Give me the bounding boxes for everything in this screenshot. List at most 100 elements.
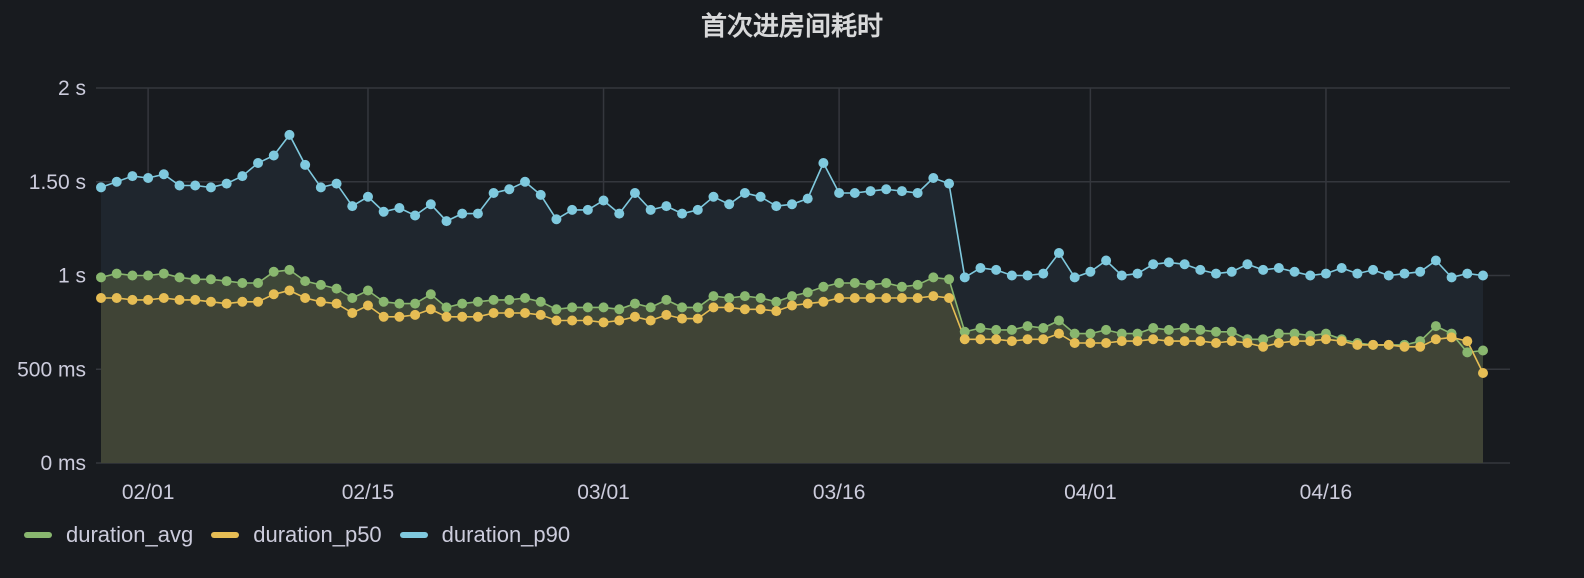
legend-item-p90[interactable]: duration_p90 bbox=[399, 522, 571, 548]
point-duration_avg bbox=[174, 272, 185, 283]
point-duration_p90 bbox=[724, 199, 735, 210]
point-duration_p90 bbox=[394, 203, 405, 213]
point-duration_p90 bbox=[582, 204, 593, 215]
point-duration_avg bbox=[410, 298, 421, 309]
point-duration_p50 bbox=[1195, 336, 1206, 347]
point-duration_avg bbox=[488, 294, 499, 305]
point-duration_p90 bbox=[378, 206, 389, 217]
point-duration_avg bbox=[692, 302, 703, 313]
point-duration_avg bbox=[1430, 321, 1441, 332]
point-duration_p90 bbox=[1352, 268, 1363, 279]
y-tick-label: 2 s bbox=[58, 77, 86, 100]
point-duration_p90 bbox=[300, 159, 311, 170]
point-duration_p90 bbox=[645, 204, 656, 215]
point-duration_p90 bbox=[284, 129, 295, 140]
point-duration_p50 bbox=[535, 309, 546, 320]
point-duration_p50 bbox=[158, 293, 169, 303]
point-duration_p50 bbox=[1085, 338, 1096, 348]
point-duration_p90 bbox=[849, 188, 860, 198]
point-duration_avg bbox=[221, 276, 232, 287]
point-duration_avg bbox=[1195, 324, 1206, 335]
point-duration_p90 bbox=[1446, 272, 1457, 283]
y-tick-label: 500 ms bbox=[17, 358, 86, 381]
point-duration_p90 bbox=[488, 188, 499, 198]
point-duration_avg bbox=[1148, 323, 1159, 333]
point-duration_avg bbox=[896, 281, 907, 292]
point-duration_p50 bbox=[582, 315, 593, 326]
point-duration_avg bbox=[158, 268, 169, 279]
point-duration_p50 bbox=[865, 293, 876, 303]
point-duration_p50 bbox=[849, 293, 860, 303]
point-duration_avg bbox=[1226, 326, 1237, 337]
point-duration_avg bbox=[944, 274, 955, 285]
legend-item-p50[interactable]: duration_p50 bbox=[211, 522, 382, 548]
point-duration_p90 bbox=[1163, 257, 1174, 268]
legend-label-p90: duration_p90 bbox=[441, 522, 571, 547]
point-duration_p90 bbox=[1368, 264, 1379, 275]
point-duration_p90 bbox=[1430, 255, 1441, 266]
point-duration_p50 bbox=[1069, 338, 1080, 348]
legend-item-avg[interactable]: duration_avg bbox=[24, 522, 193, 548]
chart-legend: duration_avg duration_p50 duration_p90 bbox=[24, 522, 570, 548]
point-duration_avg bbox=[881, 278, 892, 288]
point-duration_p50 bbox=[708, 302, 719, 313]
point-duration_p50 bbox=[802, 298, 813, 309]
point-duration_p90 bbox=[1006, 270, 1017, 281]
point-duration_p90 bbox=[504, 184, 515, 195]
point-duration_p50 bbox=[818, 296, 829, 307]
point-duration_p90 bbox=[457, 208, 468, 219]
point-duration_p50 bbox=[629, 311, 640, 322]
point-duration_p90 bbox=[1289, 266, 1300, 277]
point-duration_p50 bbox=[410, 309, 421, 320]
point-duration_p90 bbox=[441, 216, 452, 227]
point-duration_avg bbox=[677, 302, 688, 313]
point-duration_p50 bbox=[1211, 338, 1222, 348]
point-duration_avg bbox=[1132, 328, 1143, 339]
point-duration_p90 bbox=[268, 150, 279, 161]
point-duration_p90 bbox=[1226, 266, 1237, 277]
point-duration_p50 bbox=[755, 304, 766, 315]
x-axis-ticks: 02/01 02/15 03/01 03/16 04/01 04/16 bbox=[122, 481, 1352, 504]
point-duration_avg bbox=[614, 304, 625, 315]
point-duration_avg bbox=[378, 296, 389, 307]
point-duration_p90 bbox=[472, 208, 483, 219]
point-duration_p90 bbox=[111, 176, 122, 187]
point-duration_p50 bbox=[1368, 339, 1379, 350]
point-duration_p50 bbox=[1320, 334, 1331, 345]
point-duration_p50 bbox=[567, 315, 578, 326]
point-duration_avg bbox=[394, 298, 405, 309]
point-duration_p90 bbox=[1085, 266, 1096, 277]
legend-swatch-p90 bbox=[399, 532, 428, 538]
point-duration_avg bbox=[237, 278, 248, 288]
point-duration_p50 bbox=[1116, 336, 1127, 347]
point-duration_p50 bbox=[677, 313, 688, 324]
legend-swatch-avg bbox=[24, 532, 52, 538]
point-duration_avg bbox=[1053, 315, 1064, 326]
point-duration_avg bbox=[1462, 347, 1473, 358]
point-duration_p90 bbox=[865, 186, 876, 197]
legend-label-avg: duration_avg bbox=[66, 522, 194, 547]
point-duration_p90 bbox=[1211, 268, 1222, 279]
point-duration_p90 bbox=[1383, 270, 1394, 281]
point-duration_avg bbox=[661, 294, 672, 305]
point-duration_p90 bbox=[567, 204, 578, 215]
point-duration_avg bbox=[771, 296, 782, 307]
point-duration_p90 bbox=[818, 158, 829, 168]
point-duration_p50 bbox=[205, 296, 216, 307]
point-duration_p50 bbox=[1289, 336, 1300, 347]
point-duration_p50 bbox=[1383, 339, 1394, 350]
point-duration_avg bbox=[362, 285, 373, 296]
y-tick-label: 1 s bbox=[58, 265, 86, 288]
point-duration_p50 bbox=[331, 298, 342, 309]
point-duration_p90 bbox=[708, 191, 719, 202]
point-duration_avg bbox=[472, 296, 483, 307]
point-duration_avg bbox=[1273, 328, 1284, 339]
point-duration_p50 bbox=[881, 293, 892, 303]
point-duration_p90 bbox=[535, 189, 546, 200]
point-duration_p50 bbox=[221, 298, 232, 309]
point-duration_p90 bbox=[1069, 272, 1080, 283]
point-duration_p50 bbox=[787, 300, 797, 311]
point-duration_avg bbox=[205, 274, 216, 285]
point-duration_p50 bbox=[959, 334, 970, 345]
point-duration_p50 bbox=[174, 294, 185, 305]
